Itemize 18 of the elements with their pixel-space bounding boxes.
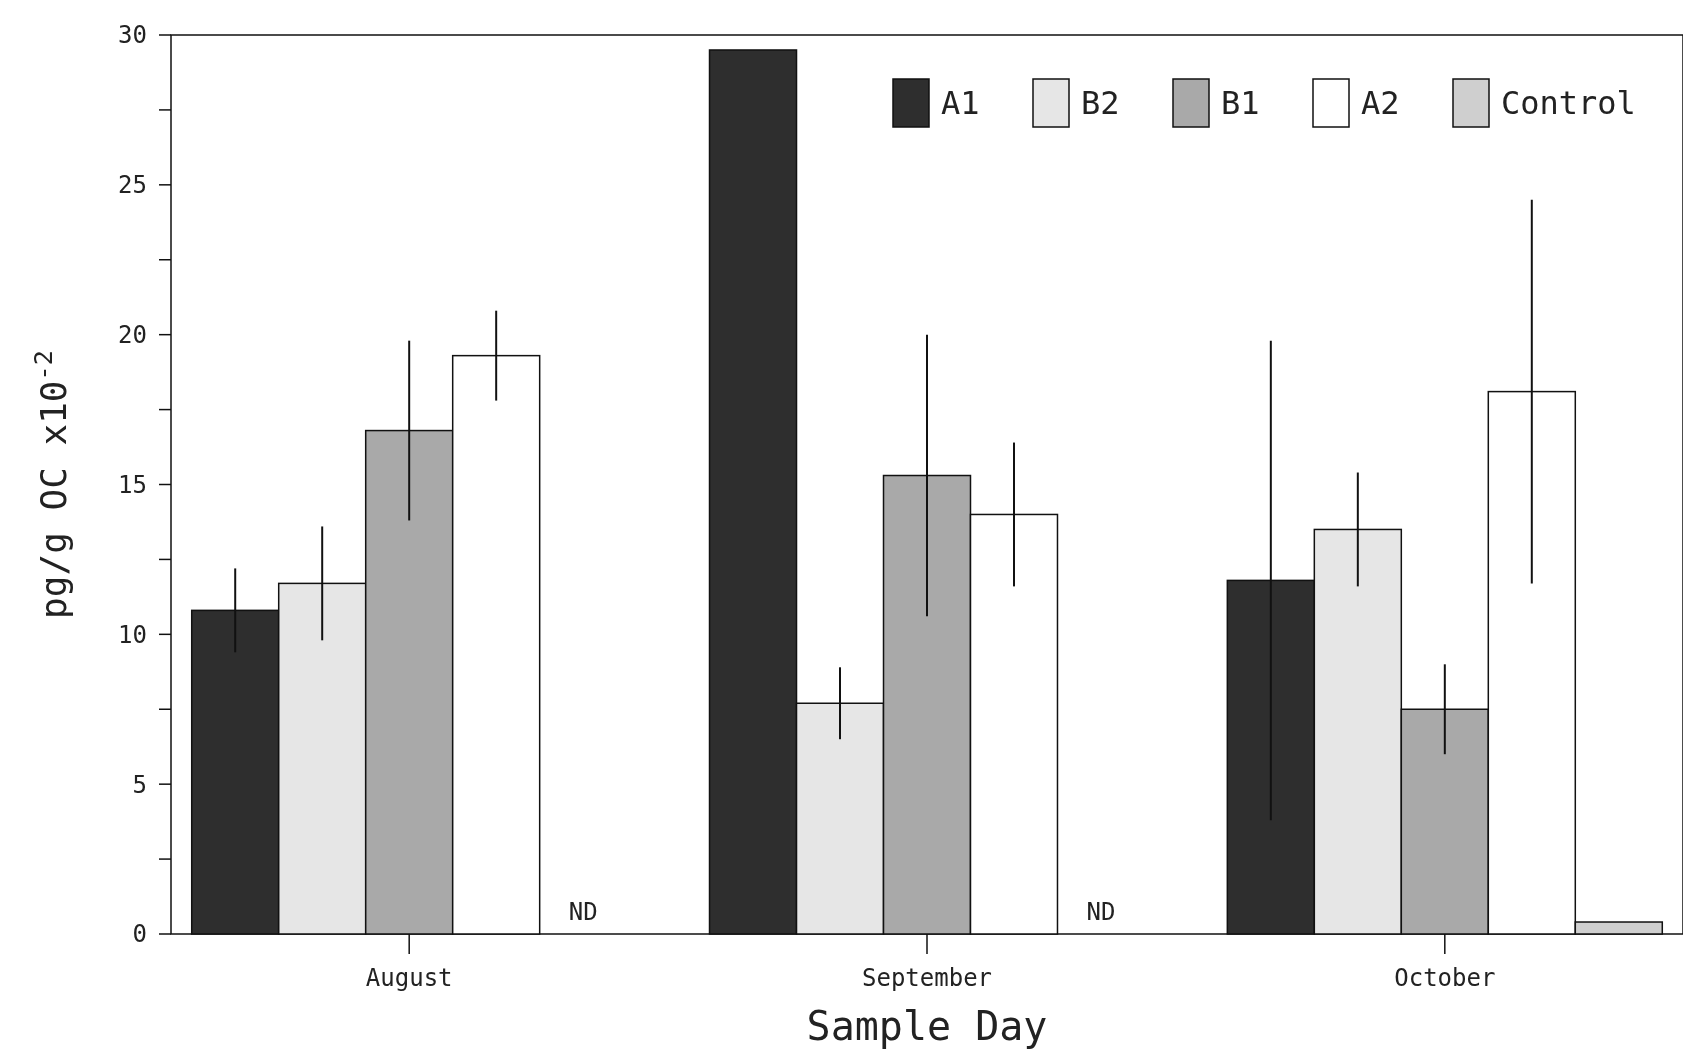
legend-label: Control [1501, 84, 1636, 123]
legend-label: A2 [1361, 84, 1400, 123]
legend-label: B1 [1221, 84, 1260, 123]
y-tick-label: 0 [132, 920, 147, 949]
y-tick-label: 25 [118, 171, 147, 200]
annotation: ND [568, 898, 598, 926]
x-tick-label: August [365, 964, 453, 992]
x-tick-label: September [861, 964, 993, 992]
y-tick-label: 10 [118, 620, 147, 649]
y-tick-label: 15 [118, 470, 147, 499]
annotation: ND [1086, 898, 1116, 926]
x-axis-title: Sample Day [806, 1003, 1048, 1049]
y-tick-label: 30 [118, 21, 147, 50]
legend-label: A1 [941, 84, 980, 123]
legend-label: B2 [1081, 84, 1120, 123]
y-tick-label: 20 [118, 321, 147, 350]
y-tick-label: 5 [132, 770, 147, 799]
x-tick-label: October [1394, 964, 1496, 992]
